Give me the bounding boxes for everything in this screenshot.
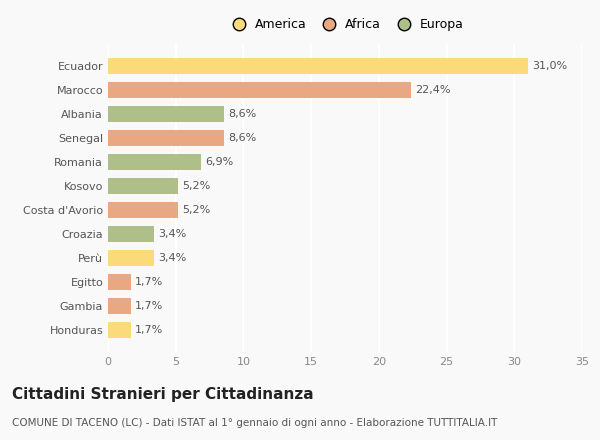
Text: 6,9%: 6,9%	[206, 157, 234, 167]
Bar	[108, 274, 131, 290]
Text: 1,7%: 1,7%	[135, 277, 163, 287]
Bar	[108, 130, 224, 146]
Bar	[108, 178, 178, 194]
Bar	[108, 323, 131, 338]
Bar	[108, 106, 224, 122]
Bar	[108, 250, 154, 266]
Text: 22,4%: 22,4%	[415, 85, 451, 95]
Bar	[108, 202, 178, 218]
Text: COMUNE DI TACENO (LC) - Dati ISTAT al 1° gennaio di ogni anno - Elaborazione TUT: COMUNE DI TACENO (LC) - Dati ISTAT al 1°…	[12, 418, 497, 428]
Text: 3,4%: 3,4%	[158, 253, 187, 263]
Text: 31,0%: 31,0%	[532, 61, 567, 71]
Bar	[108, 58, 528, 73]
Bar	[108, 154, 202, 170]
Text: 5,2%: 5,2%	[182, 181, 211, 191]
Bar	[108, 298, 131, 314]
Bar	[108, 82, 412, 98]
Legend: America, Africa, Europa: America, Africa, Europa	[221, 13, 469, 36]
Text: 1,7%: 1,7%	[135, 301, 163, 311]
Text: 8,6%: 8,6%	[229, 109, 257, 119]
Text: 3,4%: 3,4%	[158, 229, 187, 239]
Text: 5,2%: 5,2%	[182, 205, 211, 215]
Text: 1,7%: 1,7%	[135, 325, 163, 335]
Text: 8,6%: 8,6%	[229, 133, 257, 143]
Bar	[108, 226, 154, 242]
Text: Cittadini Stranieri per Cittadinanza: Cittadini Stranieri per Cittadinanza	[12, 387, 314, 402]
